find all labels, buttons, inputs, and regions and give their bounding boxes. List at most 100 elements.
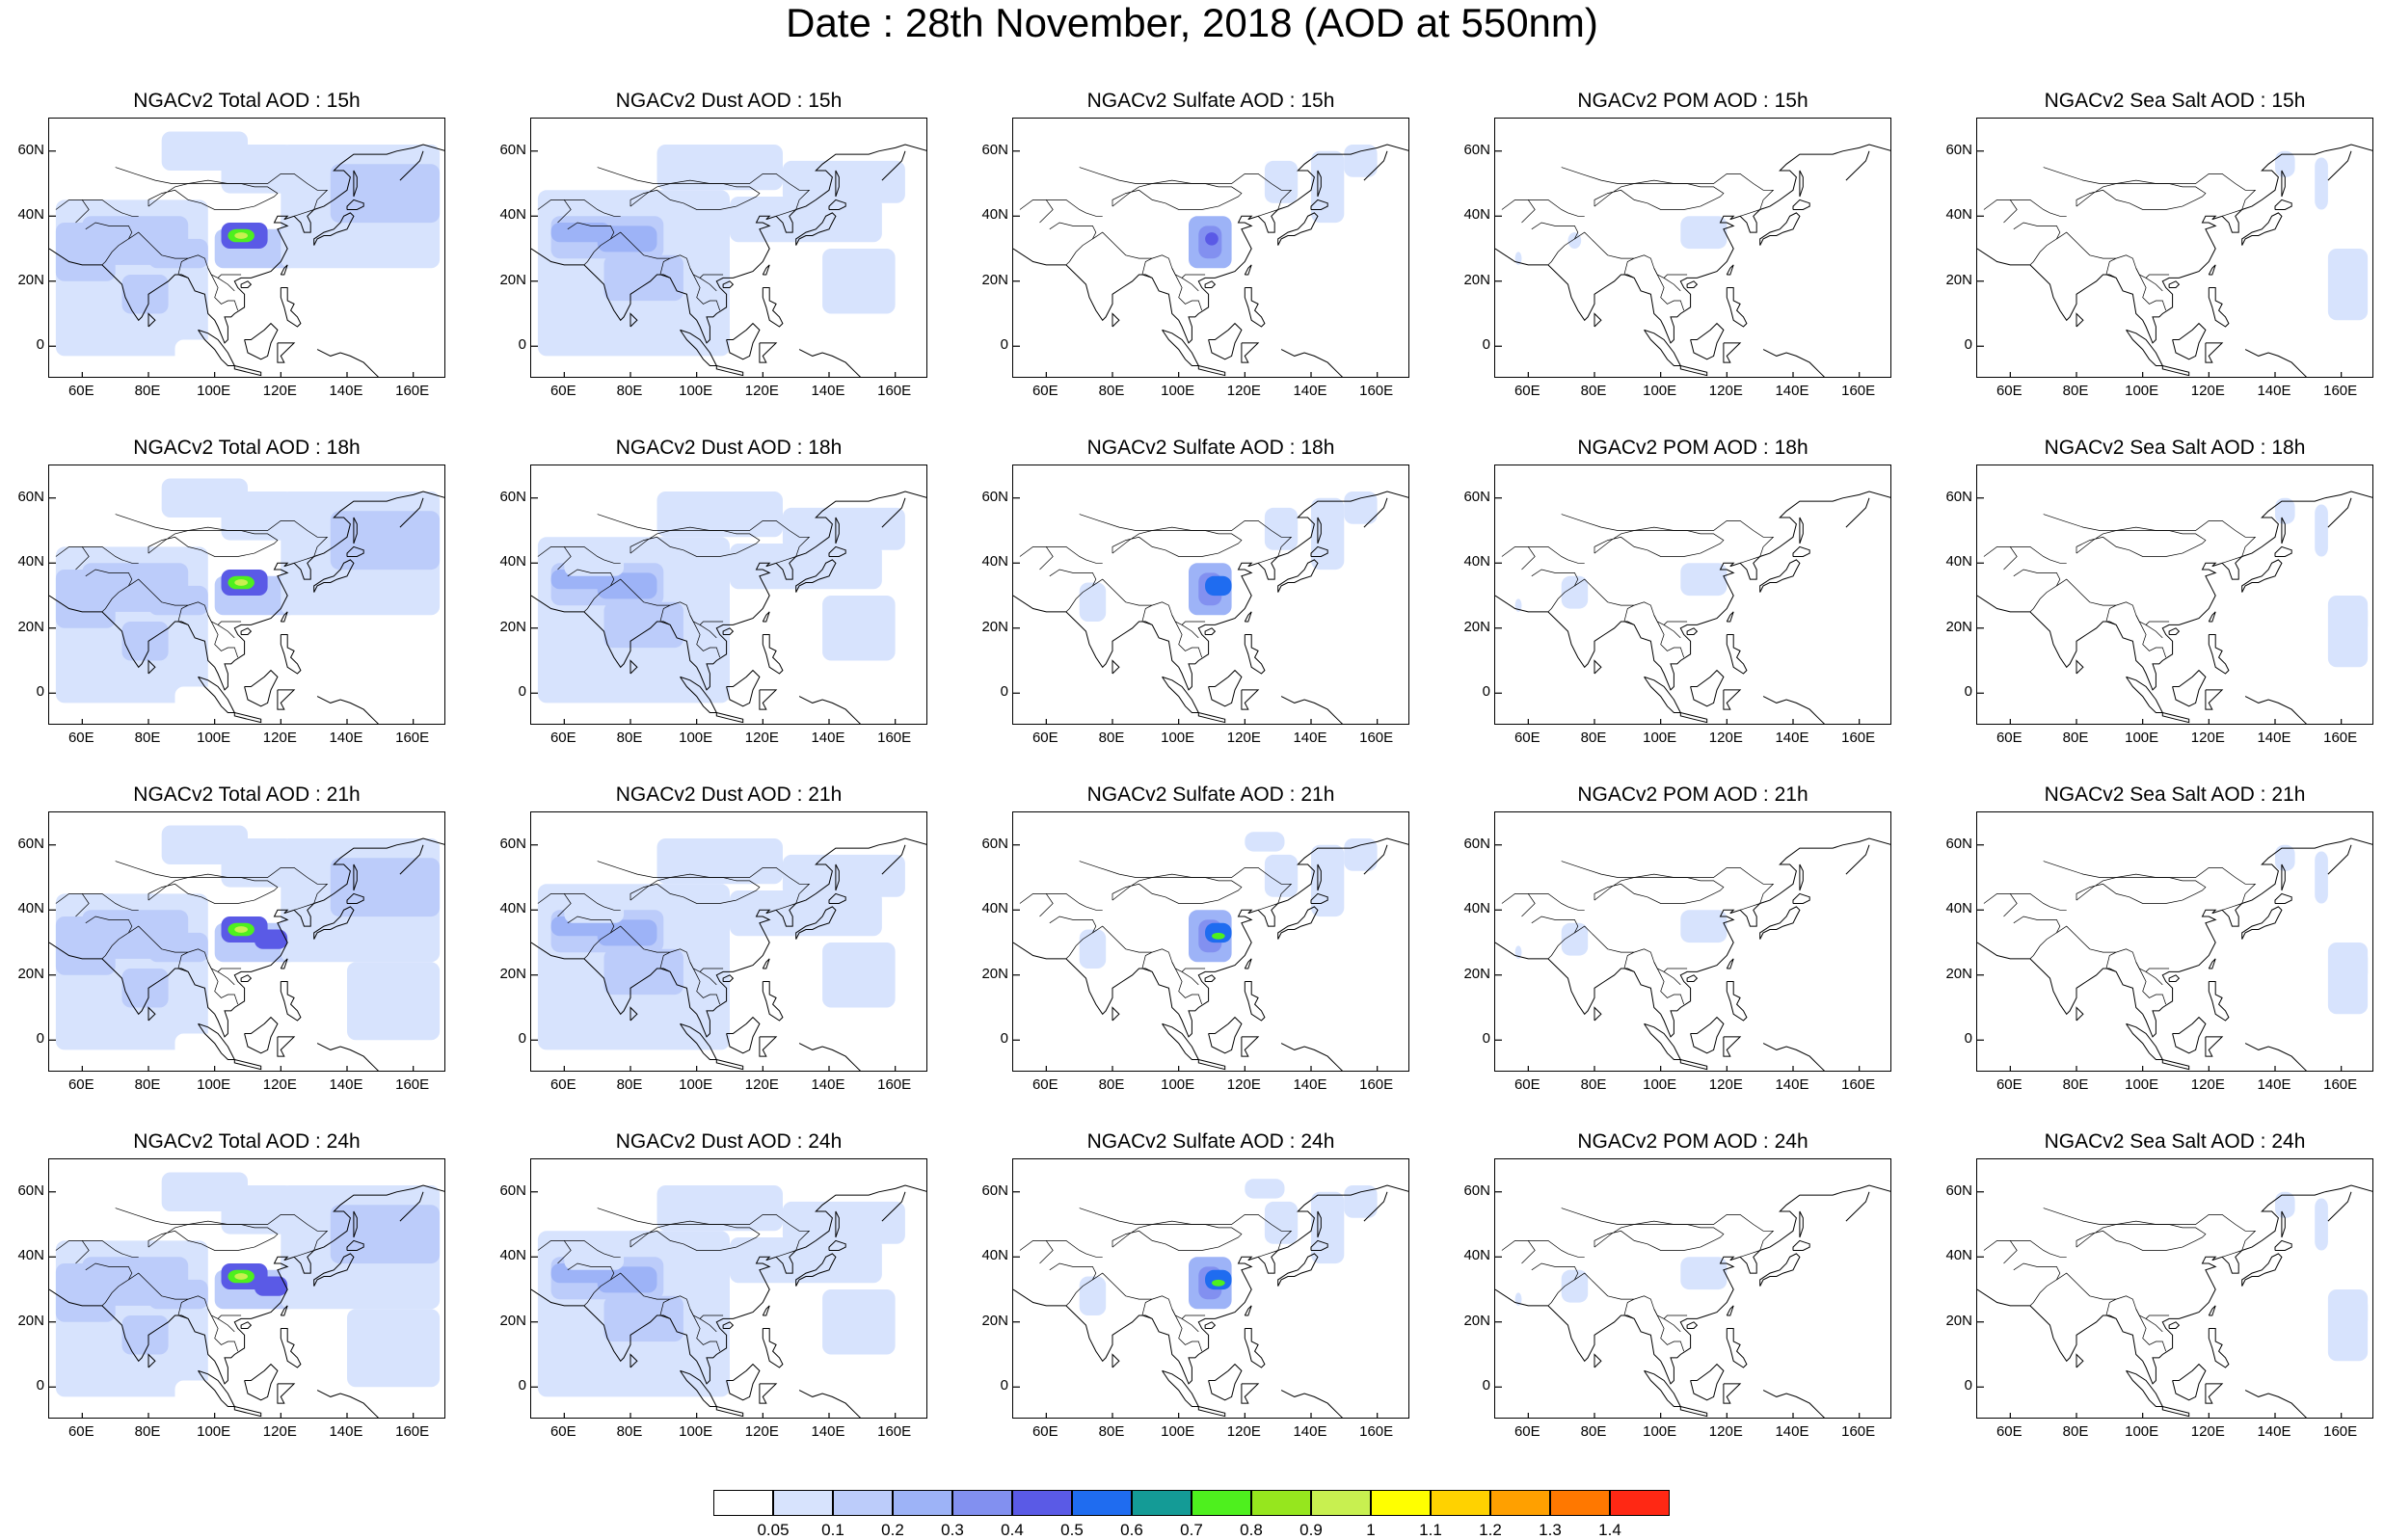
lat-tick-label: 60N [1463,141,1490,158]
lat-tick-label: 0 [36,683,44,701]
country-border [128,1272,242,1319]
lat-tick-label: 60N [1463,1182,1490,1199]
coastline [316,1043,379,1071]
country-border [2145,1318,2163,1333]
coastline [1759,906,1801,940]
lon-tick-label: 60E [1031,1076,1058,1093]
lon-tick-label: 140E [2257,730,2291,746]
country-border [659,951,671,972]
map-panel: NGACv2 Sulfate AOD : 18h 60N 40N 20N 0 60E 80E… [981,436,1409,754]
coastline [680,1022,718,1060]
aod-map [1012,465,1409,725]
coastline [1762,696,1825,724]
lon-tick-label: 100E [1161,383,1195,399]
coastline [2244,1390,2307,1418]
coastline [277,1036,296,1057]
lon-tick-label: 60E [1996,730,2022,746]
lat-tick-label: 20N [499,618,526,635]
coastline [277,1383,296,1404]
country-border [1112,526,1243,557]
country-border [537,893,621,911]
lat-tick-label: 0 [1000,1030,1008,1048]
coastline [49,837,444,1038]
coastline [1690,669,1725,707]
coastline [680,676,718,713]
coastline [353,1210,358,1238]
coastline [1363,844,1388,875]
country-border [1039,546,1054,571]
coastline [1204,627,1217,635]
country-border [1171,268,1203,311]
country-border [689,1309,721,1352]
lon-tick-label: 100E [2125,730,2159,746]
lon-tick-label: 80E [2062,730,2089,746]
country-border [557,199,572,224]
coastline [726,1363,761,1401]
coastline [1644,676,1682,713]
country-border [217,624,235,639]
coastline [1845,844,1870,875]
aod-cell [1079,582,1107,622]
country-border [1257,209,1278,217]
country-border [629,526,761,557]
lat-tick-label: 60N [981,141,1008,158]
lon-tick-label: 80E [1098,1076,1125,1093]
colorbar-label: 1.4 [1598,1521,1621,1539]
aod-map-plot [1977,1184,2372,1418]
coastline [881,497,906,528]
country-border [2076,873,2207,904]
aod-cell [2315,1198,2328,1251]
lon-tick-label: 100E [679,730,713,746]
coastline [1244,958,1252,969]
country-border [55,1240,139,1258]
coastline [240,627,253,635]
aod-map [1012,118,1409,378]
coastline [722,280,735,288]
lat-tick-label: 20N [499,271,526,288]
coastline [629,312,638,328]
coastline [1112,1353,1120,1368]
aod-map [1012,811,1409,1072]
country-border [55,546,139,564]
coastline [346,1239,364,1251]
coastline [1317,170,1322,198]
coastline [147,1353,156,1368]
lon-tick-label: 160E [1359,1076,1394,1093]
coastline [2168,1321,2181,1329]
coastline [1792,892,1810,904]
coastline [1723,1036,1742,1057]
country-border [1623,951,1635,972]
lon-tick-label: 80E [2062,383,2089,399]
aod-cell [234,579,248,586]
country-border [2043,861,2257,904]
coastline [280,264,288,276]
coastline [198,676,236,713]
panel-title: NGACv2 Sea Salt AOD : 24h [2044,1130,2306,1153]
coastline [49,1184,444,1385]
coastline [1244,264,1252,276]
country-border [567,916,615,960]
coastline [1690,1363,1725,1401]
lon-tick-label: 140E [2257,1076,2291,1093]
aod-map [48,1158,445,1419]
coastline [316,349,379,377]
coastline [1013,491,1408,691]
aod-cell [347,1309,441,1388]
coastline [1310,1239,1328,1251]
coastline [244,669,279,707]
country-border [2135,615,2167,658]
map-panel: NGACv2 Total AOD : 15h 60N 40N 20N 0 60E 80E 10… [17,89,445,407]
country-border [629,1220,761,1251]
map-panel: NGACv2 POM AOD : 24h 60N 40N 20N 0 60E 80E 100E… [1463,1129,1891,1447]
lon-tick-label: 140E [1293,730,1327,746]
aod-cell [2341,1295,2369,1329]
coastline [2205,1383,2224,1404]
lon-tick-label: 100E [197,730,231,746]
coastline [277,689,296,710]
lat-tick-label: 60N [499,1182,526,1199]
aod-map-plot [1977,491,2372,724]
country-border [1079,861,1293,904]
coastline [2244,349,2307,377]
lon-tick-label: 100E [1643,1423,1677,1440]
coastline [147,1006,156,1022]
